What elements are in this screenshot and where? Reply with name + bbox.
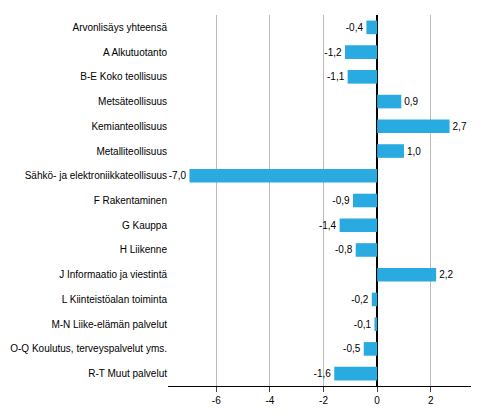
svg-text:J Informaatio ja viestintä: J Informaatio ja viestintä: [59, 269, 167, 280]
svg-text:-4: -4: [265, 395, 274, 406]
svg-text:G Kauppa: G Kauppa: [122, 220, 167, 231]
svg-text:-2: -2: [319, 395, 328, 406]
svg-text:H Liikenne: H Liikenne: [120, 244, 168, 255]
svg-text:M-N Liike-elämän palvelut: M-N Liike-elämän palvelut: [51, 319, 167, 330]
svg-text:-6: -6: [212, 395, 221, 406]
svg-text:-0,9: -0,9: [332, 195, 350, 206]
svg-text:F Rakentaminen: F Rakentaminen: [94, 195, 167, 206]
svg-text:2,7: 2,7: [453, 121, 467, 132]
svg-text:O-Q Koulutus, terveyspalvelut: O-Q Koulutus, terveyspalvelut yms.: [10, 343, 167, 354]
svg-text:-1,4: -1,4: [319, 220, 337, 231]
svg-text:-1,2: -1,2: [324, 47, 342, 58]
svg-text:L Kiinteistöalan toiminta: L Kiinteistöalan toiminta: [62, 294, 168, 305]
svg-text:R-T Muut palvelut: R-T Muut palvelut: [88, 368, 167, 379]
svg-text:Kemianteollisuus: Kemianteollisuus: [91, 121, 167, 132]
svg-text:Sähkö- ja elektroniikkateollis: Sähkö- ja elektroniikkateollisuus: [25, 170, 167, 181]
svg-text:Arvonlisäys yhteensä: Arvonlisäys yhteensä: [73, 22, 168, 33]
svg-text:-0,5: -0,5: [343, 343, 361, 354]
svg-text:2: 2: [428, 395, 434, 406]
svg-text:-0,4: -0,4: [346, 22, 364, 33]
svg-text:-1,6: -1,6: [314, 368, 332, 379]
svg-text:A Alkutuotanto: A Alkutuotanto: [103, 47, 167, 58]
svg-text:2,2: 2,2: [439, 269, 453, 280]
svg-text:-0,1: -0,1: [354, 319, 372, 330]
svg-text:Metsäteollisuus: Metsäteollisuus: [98, 96, 167, 107]
svg-text:0,9: 0,9: [404, 96, 418, 107]
svg-text:-1,1: -1,1: [327, 71, 345, 82]
svg-text:Metalliteollisuus: Metalliteollisuus: [96, 146, 167, 157]
svg-text:-0,8: -0,8: [335, 244, 353, 255]
svg-text:0: 0: [374, 395, 380, 406]
svg-text:1,0: 1,0: [407, 146, 421, 157]
svg-text:B-E Koko teollisuus: B-E Koko teollisuus: [80, 71, 167, 82]
svg-text:-0,2: -0,2: [351, 294, 369, 305]
svg-text:-7,0: -7,0: [169, 170, 187, 181]
